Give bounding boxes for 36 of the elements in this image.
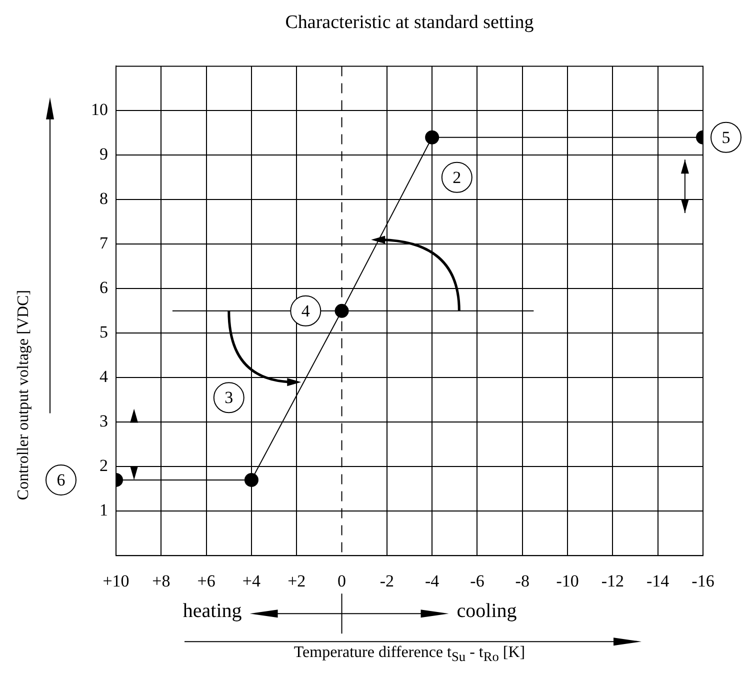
text: heating	[182, 600, 242, 623]
x-tick-label: -10	[556, 571, 579, 590]
chart-title: Characteristic at standard setting	[285, 12, 534, 34]
y-tick-label: 2	[100, 456, 108, 476]
annotation: 3	[224, 388, 234, 408]
y-tick-label: 3	[100, 412, 108, 431]
y-tick-label: 10	[91, 100, 108, 120]
y-tick-label: 4	[100, 367, 108, 386]
point	[425, 130, 440, 144]
text: cooling	[456, 600, 517, 623]
y-tick-label: 9	[100, 144, 108, 164]
y-tick-label: 7	[100, 234, 108, 253]
x-tick-label: -2	[380, 571, 394, 590]
y-tick-label: 1	[100, 500, 108, 520]
x-tick-label: +8	[152, 571, 170, 590]
annotation: 6	[56, 470, 66, 490]
point	[334, 304, 349, 318]
x-axis-title: Temperature difference t$_{Su}$ - t$_{Ro}$ [K]	[294, 644, 526, 665]
annotation: 2	[452, 168, 462, 187]
y-tick-label: 6	[100, 278, 108, 298]
x-tick-label: -12	[601, 571, 624, 590]
x-tick-label: +10	[102, 571, 130, 590]
x-tick-label: -8	[515, 571, 530, 590]
annotation: 5	[722, 128, 730, 147]
x-tick-label: -16	[692, 571, 714, 590]
y-axis-title: Controller output voltage [VDC]	[15, 290, 33, 501]
y-tick-label: 8	[100, 189, 108, 208]
x-tick-label: 0	[338, 571, 346, 590]
x-tick-label: +6	[197, 571, 216, 590]
x-tick-label: +4	[242, 571, 261, 590]
x-tick-label: -4	[424, 571, 440, 590]
x-tick-label: +2	[288, 571, 306, 590]
x-tick-label: -14	[646, 571, 670, 590]
annotation: 4	[301, 301, 310, 320]
y-tick-label: 5	[100, 322, 108, 342]
x-tick-label: -6	[470, 571, 484, 590]
